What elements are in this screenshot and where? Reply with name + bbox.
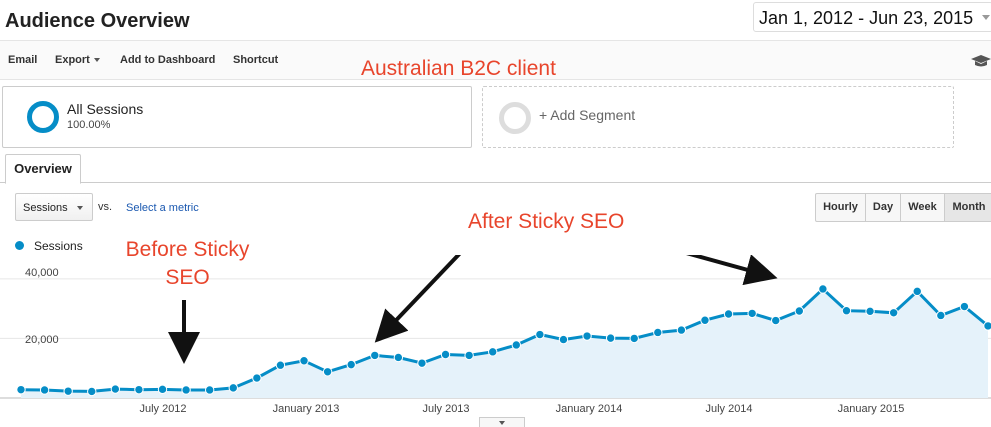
segment-all-sessions[interactable]: All Sessions 100.00% bbox=[2, 86, 472, 148]
date-range-picker[interactable]: Jan 1, 2012 - Jun 23, 2015 bbox=[753, 2, 991, 32]
shortcut-button[interactable]: Shortcut bbox=[233, 54, 279, 66]
client-annotation: Australian B2C client bbox=[361, 57, 556, 80]
add-segment-label: + Add Segment bbox=[539, 107, 636, 123]
add-to-dashboard-button[interactable]: Add to Dashboard bbox=[120, 54, 216, 66]
data-point[interactable] bbox=[417, 358, 427, 368]
data-point[interactable] bbox=[181, 385, 191, 395]
data-point[interactable] bbox=[605, 333, 616, 343]
data-point[interactable] bbox=[157, 384, 168, 395]
x-tick-label: July 2012 bbox=[139, 403, 186, 415]
data-point[interactable] bbox=[299, 356, 309, 366]
add-segment-box[interactable]: + Add Segment bbox=[482, 86, 954, 148]
graduation-cap-icon[interactable] bbox=[971, 54, 991, 68]
metric-select-value: Sessions bbox=[23, 202, 68, 214]
chart-resize-handle[interactable] bbox=[479, 417, 525, 427]
data-point[interactable] bbox=[983, 321, 991, 331]
segment-name: All Sessions bbox=[67, 101, 144, 117]
chevron-down-icon bbox=[77, 206, 83, 210]
before-annotation-line2: SEO bbox=[165, 266, 210, 289]
series-area bbox=[21, 289, 988, 398]
x-tick-label: January 2013 bbox=[273, 403, 340, 415]
data-point[interactable] bbox=[511, 340, 521, 350]
sessions-chart: 40,000 20,000 July 2012 January 2013 Jul… bbox=[0, 255, 991, 415]
annotation-arrows bbox=[168, 255, 778, 364]
data-point[interactable] bbox=[393, 352, 404, 363]
after-annotation: After Sticky SEO bbox=[468, 210, 625, 233]
data-point[interactable] bbox=[818, 284, 828, 294]
data-point[interactable] bbox=[322, 367, 333, 377]
data-point[interactable] bbox=[16, 384, 26, 395]
data-point[interactable] bbox=[582, 331, 592, 341]
chevron-down-icon bbox=[982, 15, 990, 20]
chart-y-axis: 40,000 20,000 bbox=[25, 267, 59, 346]
series-points bbox=[16, 284, 991, 397]
x-tick-label: January 2015 bbox=[838, 403, 905, 415]
date-range-label: Jan 1, 2012 - Jun 23, 2015 bbox=[759, 8, 974, 28]
x-tick-label: July 2014 bbox=[705, 403, 752, 415]
select-metric-link[interactable]: Select a metric bbox=[126, 202, 199, 214]
email-button[interactable]: Email bbox=[8, 54, 38, 66]
export-label: Export bbox=[55, 54, 90, 66]
report-tabs: Overview bbox=[0, 154, 991, 184]
granularity-hourly-button[interactable]: Hourly bbox=[816, 194, 866, 221]
data-point[interactable] bbox=[275, 360, 286, 370]
page-title: Audience Overview bbox=[5, 10, 190, 32]
data-point[interactable] bbox=[63, 386, 73, 396]
data-point[interactable] bbox=[723, 309, 734, 319]
data-point[interactable] bbox=[134, 384, 144, 395]
chart-x-axis: July 2012 January 2013 July 2013 January… bbox=[139, 403, 904, 415]
x-tick-label: July 2013 bbox=[422, 403, 469, 415]
data-point[interactable] bbox=[865, 306, 875, 317]
granularity-week-button[interactable]: Week bbox=[901, 194, 945, 221]
data-point[interactable] bbox=[370, 350, 380, 361]
before-annotation: Before Sticky SEO bbox=[110, 236, 265, 292]
after-arrow-left bbox=[374, 255, 462, 343]
legend-series-dot bbox=[15, 241, 24, 250]
data-point[interactable] bbox=[440, 349, 451, 360]
data-point[interactable] bbox=[959, 301, 970, 312]
data-point[interactable] bbox=[535, 329, 545, 340]
data-point[interactable] bbox=[228, 383, 238, 393]
data-point[interactable] bbox=[558, 334, 569, 345]
data-point[interactable] bbox=[888, 308, 899, 318]
export-button[interactable]: Export bbox=[55, 54, 100, 66]
chevron-down-icon bbox=[499, 421, 505, 425]
y-tick-label: 40,000 bbox=[25, 267, 59, 279]
data-point[interactable] bbox=[700, 315, 710, 325]
report-toolbar: Email Export Add to Dashboard Shortcut bbox=[0, 40, 991, 80]
after-arrow-right bbox=[685, 255, 778, 286]
legend-series-label: Sessions bbox=[34, 239, 83, 253]
data-point[interactable] bbox=[204, 385, 215, 395]
data-point[interactable] bbox=[912, 286, 922, 297]
segment-ring-icon bbox=[27, 101, 59, 133]
data-point[interactable] bbox=[841, 306, 852, 316]
granularity-switcher: Hourly Day Week Month bbox=[815, 193, 991, 222]
data-point[interactable] bbox=[936, 310, 946, 321]
data-point[interactable] bbox=[794, 306, 805, 316]
data-point[interactable] bbox=[653, 327, 663, 338]
metric-select[interactable]: Sessions bbox=[15, 193, 93, 221]
data-point[interactable] bbox=[39, 385, 50, 395]
data-point[interactable] bbox=[629, 333, 639, 344]
y-tick-label: 20,000 bbox=[25, 334, 59, 346]
x-tick-label: January 2014 bbox=[556, 403, 623, 415]
segment-percentage: 100.00% bbox=[67, 119, 111, 131]
chevron-down-icon bbox=[93, 58, 100, 63]
empty-segment-ring-icon bbox=[499, 102, 531, 134]
granularity-month-button[interactable]: Month bbox=[945, 194, 991, 221]
data-point[interactable] bbox=[252, 373, 262, 383]
data-point[interactable] bbox=[747, 308, 757, 319]
data-point[interactable] bbox=[488, 347, 498, 357]
granularity-day-button[interactable]: Day bbox=[866, 194, 901, 221]
data-point[interactable] bbox=[87, 386, 97, 397]
data-point[interactable] bbox=[676, 325, 687, 335]
vs-label: vs. bbox=[98, 201, 113, 213]
before-annotation-line1: Before Sticky bbox=[125, 238, 250, 261]
data-point[interactable] bbox=[464, 350, 474, 361]
data-point[interactable] bbox=[346, 359, 356, 370]
data-point[interactable] bbox=[771, 315, 781, 326]
data-point[interactable] bbox=[110, 384, 121, 394]
tab-overview[interactable]: Overview bbox=[5, 154, 81, 184]
